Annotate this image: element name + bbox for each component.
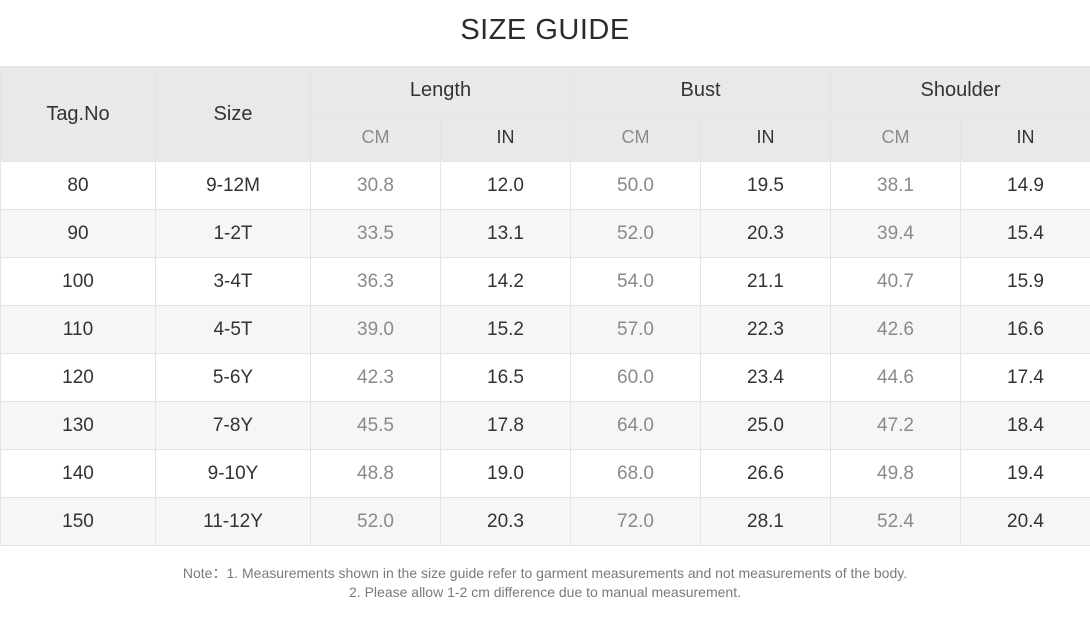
table-row: 150 11-12Y 52.0 20.3 72.0 28.1 52.4 20.4 (0, 497, 1090, 546)
header-bust: Bust (570, 66, 832, 114)
cell-bust-in: 20.3 (700, 209, 832, 258)
header-tag-no: Tag.No (0, 66, 156, 162)
cell-shoulder-in: 14.9 (960, 161, 1090, 210)
cell-size: 9-12M (155, 161, 311, 210)
cell-bust-in: 25.0 (700, 401, 832, 450)
cell-length-cm: 39.0 (310, 305, 441, 354)
cell-tag: 120 (0, 353, 156, 402)
cell-shoulder-cm: 52.4 (830, 497, 962, 546)
cell-size: 4-5T (155, 305, 311, 354)
header-size: Size (155, 66, 311, 162)
cell-tag: 90 (0, 209, 156, 258)
cell-length-cm: 36.3 (310, 257, 441, 306)
cell-bust-in: 22.3 (700, 305, 832, 354)
note-line-2: 2. Please allow 1-2 cm difference due to… (349, 584, 741, 600)
cell-length-in: 14.2 (439, 257, 572, 306)
cell-length-cm: 33.5 (310, 209, 441, 258)
cell-bust-cm: 50.0 (570, 161, 702, 210)
cell-shoulder-in: 15.9 (960, 257, 1090, 306)
table-row: 120 5-6Y 42.3 16.5 60.0 23.4 44.6 17.4 (0, 353, 1090, 402)
header-shoulder: Shoulder (830, 66, 1090, 114)
cell-length-in: 15.2 (439, 305, 572, 354)
cell-bust-in: 21.1 (700, 257, 832, 306)
cell-tag: 80 (0, 161, 156, 210)
table-header: Tag.No Size Length Bust Shoulder CM IN C… (0, 66, 1090, 162)
cell-length-cm: 30.8 (310, 161, 441, 210)
cell-shoulder-cm: 42.6 (830, 305, 962, 354)
cell-size: 11-12Y (155, 497, 311, 546)
cell-bust-in: 23.4 (700, 353, 832, 402)
cell-tag: 150 (0, 497, 156, 546)
header-length-cm: CM (310, 113, 441, 162)
table-row: 80 9-12M 30.8 12.0 50.0 19.5 38.1 14.9 (0, 161, 1090, 210)
table-body: 80 9-12M 30.8 12.0 50.0 19.5 38.1 14.9 9… (0, 161, 1090, 546)
table-row: 110 4-5T 39.0 15.2 57.0 22.3 42.6 16.6 (0, 305, 1090, 354)
table-row: 140 9-10Y 48.8 19.0 68.0 26.6 49.8 19.4 (0, 449, 1090, 498)
table-row: 90 1-2T 33.5 13.1 52.0 20.3 39.4 15.4 (0, 209, 1090, 258)
note-line-1: Note：1. Measurements shown in the size g… (182, 565, 908, 581)
cell-bust-cm: 57.0 (570, 305, 702, 354)
cell-shoulder-in: 18.4 (960, 401, 1090, 450)
table-row: 130 7-8Y 45.5 17.8 64.0 25.0 47.2 18.4 (0, 401, 1090, 450)
cell-size: 9-10Y (155, 449, 311, 498)
cell-length-cm: 52.0 (310, 497, 441, 546)
cell-tag: 100 (0, 257, 156, 306)
cell-bust-cm: 68.0 (570, 449, 702, 498)
cell-bust-in: 19.5 (700, 161, 832, 210)
cell-size: 1-2T (155, 209, 311, 258)
cell-shoulder-cm: 49.8 (830, 449, 962, 498)
cell-size: 5-6Y (155, 353, 311, 402)
cell-shoulder-in: 19.4 (960, 449, 1090, 498)
cell-length-in: 17.8 (439, 401, 572, 450)
notes: Note：1. Measurements shown in the size g… (0, 564, 1090, 602)
cell-shoulder-in: 15.4 (960, 209, 1090, 258)
header-length: Length (309, 66, 572, 114)
cell-length-in: 20.3 (439, 497, 572, 546)
cell-length-cm: 45.5 (310, 401, 441, 450)
cell-length-in: 19.0 (439, 449, 572, 498)
cell-size: 3-4T (155, 257, 311, 306)
cell-bust-cm: 52.0 (570, 209, 702, 258)
cell-length-in: 13.1 (439, 209, 572, 258)
cell-shoulder-cm: 39.4 (830, 209, 962, 258)
cell-shoulder-in: 17.4 (960, 353, 1090, 402)
cell-bust-cm: 60.0 (570, 353, 702, 402)
cell-bust-cm: 72.0 (570, 497, 702, 546)
cell-tag: 140 (0, 449, 156, 498)
header-length-in: IN (439, 113, 572, 162)
cell-bust-cm: 64.0 (570, 401, 702, 450)
header-bust-in: IN (700, 113, 832, 162)
cell-shoulder-in: 16.6 (960, 305, 1090, 354)
header-shoulder-in: IN (960, 113, 1090, 162)
cell-length-cm: 48.8 (310, 449, 441, 498)
cell-length-in: 12.0 (439, 161, 572, 210)
cell-length-in: 16.5 (439, 353, 572, 402)
cell-bust-cm: 54.0 (570, 257, 702, 306)
header-bust-cm: CM (570, 113, 702, 162)
cell-shoulder-cm: 47.2 (830, 401, 962, 450)
cell-shoulder-cm: 40.7 (830, 257, 962, 306)
cell-size: 7-8Y (155, 401, 311, 450)
cell-shoulder-cm: 44.6 (830, 353, 962, 402)
page-title: SIZE GUIDE (460, 14, 630, 46)
cell-tag: 110 (0, 305, 156, 354)
cell-shoulder-cm: 38.1 (830, 161, 962, 210)
header-shoulder-cm: CM (830, 113, 962, 162)
cell-bust-in: 26.6 (700, 449, 832, 498)
table-row: 100 3-4T 36.3 14.2 54.0 21.1 40.7 15.9 (0, 257, 1090, 306)
cell-tag: 130 (0, 401, 156, 450)
size-table: Tag.No Size Length Bust Shoulder CM IN C… (0, 66, 1090, 546)
cell-shoulder-in: 20.4 (960, 497, 1090, 546)
cell-length-cm: 42.3 (310, 353, 441, 402)
cell-bust-in: 28.1 (700, 497, 832, 546)
